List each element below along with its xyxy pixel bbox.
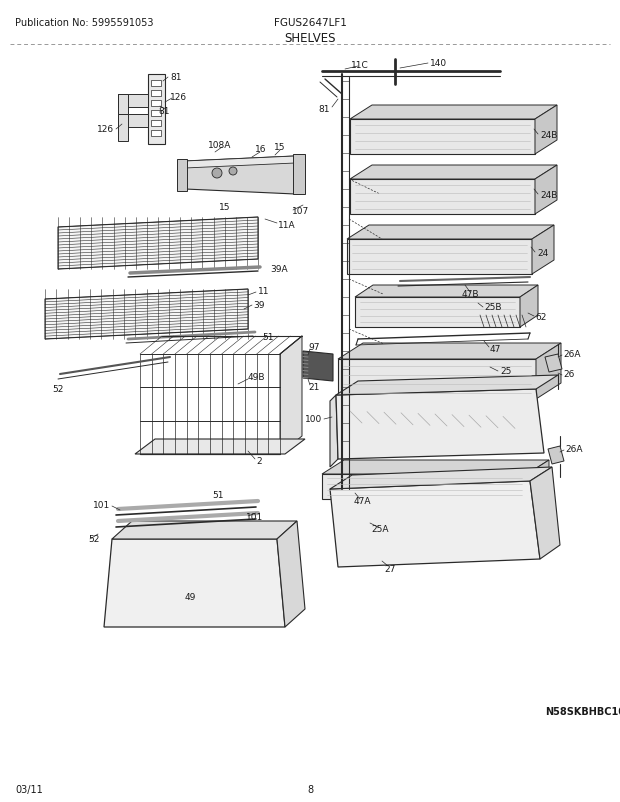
Text: 26A: 26A — [565, 445, 583, 454]
Polygon shape — [330, 468, 552, 489]
Text: 51: 51 — [212, 491, 224, 500]
Text: 100: 100 — [305, 415, 322, 424]
Text: 25A: 25A — [371, 525, 389, 534]
Polygon shape — [112, 521, 297, 539]
Text: 49: 49 — [184, 593, 196, 602]
Text: N58SKBHBC10: N58SKBHBC10 — [545, 706, 620, 716]
Text: 26A: 26A — [563, 350, 580, 359]
Bar — [151, 101, 161, 107]
Polygon shape — [330, 481, 540, 567]
Polygon shape — [104, 539, 285, 627]
Text: 25B: 25B — [484, 303, 502, 312]
Bar — [151, 121, 161, 127]
Polygon shape — [347, 240, 532, 274]
Polygon shape — [532, 225, 554, 274]
Polygon shape — [350, 119, 535, 155]
Text: 24B: 24B — [540, 131, 557, 140]
Circle shape — [229, 168, 237, 176]
Polygon shape — [530, 468, 560, 559]
Polygon shape — [330, 395, 338, 468]
Text: 03/11: 03/11 — [15, 784, 43, 794]
Polygon shape — [336, 375, 558, 395]
Bar — [151, 91, 161, 97]
Polygon shape — [520, 286, 538, 327]
Text: 16: 16 — [255, 145, 267, 154]
Text: 81: 81 — [158, 107, 169, 116]
Polygon shape — [350, 180, 535, 215]
Polygon shape — [535, 166, 557, 215]
Bar — [177, 160, 187, 192]
Text: 101: 101 — [246, 512, 264, 522]
Text: 51: 51 — [262, 333, 273, 342]
Text: 47B: 47B — [461, 290, 479, 299]
Polygon shape — [527, 460, 549, 500]
Polygon shape — [336, 390, 544, 460]
Polygon shape — [322, 475, 527, 500]
Text: 47A: 47A — [353, 497, 371, 506]
Text: 24B: 24B — [540, 190, 557, 199]
Text: 21: 21 — [308, 383, 319, 392]
Text: 27: 27 — [384, 565, 396, 573]
Polygon shape — [277, 521, 305, 627]
Polygon shape — [545, 354, 562, 373]
Polygon shape — [118, 95, 128, 125]
Polygon shape — [548, 447, 564, 464]
Text: 101: 101 — [93, 501, 110, 510]
Polygon shape — [185, 157, 295, 195]
Text: 126: 126 — [97, 125, 114, 134]
Text: 126: 126 — [170, 93, 187, 103]
Polygon shape — [58, 217, 258, 269]
Polygon shape — [118, 115, 148, 128]
Text: 15: 15 — [219, 203, 231, 213]
Text: 25: 25 — [500, 367, 511, 376]
Bar — [293, 155, 305, 195]
Bar — [148, 75, 165, 145]
Text: 107: 107 — [292, 207, 309, 217]
Bar — [151, 81, 161, 87]
Polygon shape — [347, 225, 554, 240]
Text: 140: 140 — [430, 59, 447, 67]
Text: 52: 52 — [52, 385, 63, 394]
Polygon shape — [280, 337, 302, 455]
Polygon shape — [135, 439, 305, 455]
Polygon shape — [322, 460, 549, 475]
Text: 15: 15 — [274, 144, 286, 152]
Text: 11A: 11A — [278, 221, 296, 229]
Polygon shape — [355, 286, 538, 298]
Text: 62: 62 — [535, 313, 546, 322]
Polygon shape — [535, 106, 557, 155]
Text: FGUS2647LF1: FGUS2647LF1 — [273, 18, 347, 28]
Text: 26: 26 — [563, 370, 574, 379]
Bar — [151, 111, 161, 117]
Text: 8: 8 — [307, 784, 313, 794]
Polygon shape — [303, 351, 333, 382]
Text: 52: 52 — [88, 535, 99, 544]
Text: 81: 81 — [170, 72, 182, 81]
Polygon shape — [45, 290, 248, 339]
Polygon shape — [350, 166, 557, 180]
Text: 108A: 108A — [208, 140, 232, 149]
Text: Publication No: 5995591053: Publication No: 5995591053 — [15, 18, 154, 28]
Text: 24: 24 — [537, 248, 548, 257]
Text: 39A: 39A — [270, 265, 288, 274]
Polygon shape — [185, 157, 295, 168]
Text: 39: 39 — [253, 301, 265, 310]
Polygon shape — [338, 343, 561, 359]
Circle shape — [212, 168, 222, 179]
Text: 49B: 49B — [248, 373, 265, 382]
Polygon shape — [338, 359, 536, 399]
Text: 2: 2 — [256, 457, 262, 466]
Polygon shape — [118, 95, 148, 107]
Polygon shape — [350, 106, 557, 119]
Text: 47: 47 — [490, 345, 502, 354]
Bar — [151, 131, 161, 137]
Text: SHELVES: SHELVES — [284, 32, 336, 45]
Text: 11C: 11C — [351, 60, 369, 70]
Polygon shape — [355, 298, 520, 327]
Polygon shape — [536, 343, 561, 399]
Text: 81: 81 — [319, 105, 330, 115]
Polygon shape — [118, 115, 128, 142]
Text: 11: 11 — [258, 287, 270, 296]
Text: 97: 97 — [308, 343, 319, 352]
